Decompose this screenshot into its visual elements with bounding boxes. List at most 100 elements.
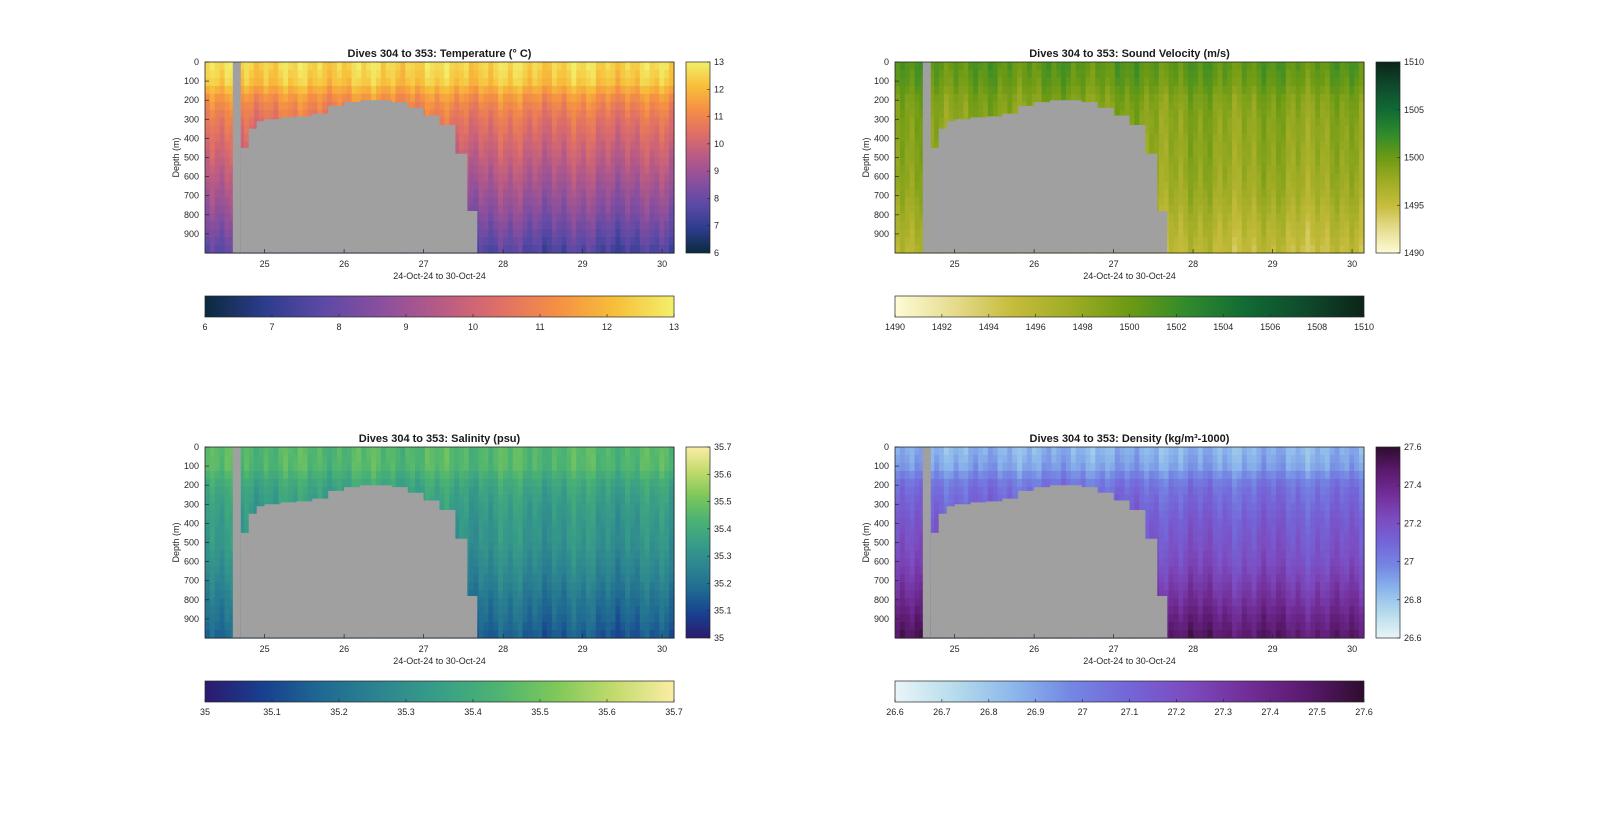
heat-cell <box>586 205 591 214</box>
heat-cell <box>1296 197 1301 206</box>
heat-cell <box>1315 70 1320 79</box>
heat-cell <box>254 110 259 119</box>
heat-cell <box>1344 213 1349 222</box>
colorbar-tick-label: 7 <box>714 221 719 231</box>
heat-cell <box>1340 142 1345 151</box>
heat-cell <box>210 86 215 95</box>
heat-cell <box>1266 62 1271 71</box>
heat-cell <box>552 150 557 159</box>
heat-cell <box>1178 150 1183 159</box>
heat-cell <box>220 245 225 254</box>
heat-cell <box>978 94 983 103</box>
heat-cell <box>1310 126 1315 135</box>
heat-cell <box>513 205 518 214</box>
heat-cell <box>586 142 591 151</box>
heat-cell <box>1042 94 1047 103</box>
heat-cell <box>1349 181 1354 190</box>
heat-cell <box>1276 221 1281 230</box>
heat-cell <box>308 78 313 87</box>
x-tick-label: 25 <box>950 259 960 269</box>
heat-cell <box>205 590 210 599</box>
heat-cell <box>542 245 547 254</box>
heat-cell <box>1178 102 1183 111</box>
heat-cell <box>259 94 264 103</box>
heat-cell <box>581 237 586 246</box>
heat-cell <box>513 118 518 127</box>
heat-cell <box>993 86 998 95</box>
heat-cell <box>1296 126 1301 135</box>
heat-cell <box>968 94 973 103</box>
heat-cell <box>1340 189 1345 198</box>
heat-cell <box>1247 173 1252 182</box>
heat-cell <box>249 463 254 472</box>
heat-cell <box>900 94 905 103</box>
heat-cell <box>615 173 620 182</box>
heat-cell <box>1315 229 1320 238</box>
heat-cell <box>205 158 210 167</box>
heat-cell <box>1169 165 1174 174</box>
heat-cell <box>1335 245 1340 254</box>
colorbar-tick-label: 12 <box>714 84 724 94</box>
heat-cell <box>1203 102 1208 111</box>
heat-cell <box>576 118 581 127</box>
heat-cell <box>518 86 523 95</box>
heat-cell <box>444 110 449 119</box>
heat-cell <box>542 158 547 167</box>
heat-cell <box>488 126 493 135</box>
heat-cell <box>591 142 596 151</box>
heat-cell <box>635 126 640 135</box>
heat-cell <box>650 86 655 95</box>
heat-cell <box>220 213 225 222</box>
heat-cell <box>610 142 615 151</box>
heat-cell <box>205 606 210 615</box>
heat-cell <box>210 543 215 552</box>
heat-cell <box>664 189 669 198</box>
heat-cell <box>905 245 910 254</box>
heat-cell <box>630 197 635 206</box>
heat-cell <box>576 86 581 95</box>
heat-cell <box>610 102 615 111</box>
heat-cell <box>547 78 552 87</box>
heat-cell <box>552 173 557 182</box>
heat-cell <box>479 165 484 174</box>
heat-cell <box>586 213 591 222</box>
heat-cell <box>1198 134 1203 143</box>
heat-cell <box>518 94 523 103</box>
heat-cell <box>1325 165 1330 174</box>
heat-cell <box>1213 126 1218 135</box>
heat-cell <box>479 213 484 222</box>
heat-cell <box>576 245 581 254</box>
heat-cell <box>537 86 542 95</box>
heat-cell <box>1276 86 1281 95</box>
heat-cell <box>1159 134 1164 143</box>
heat-cell <box>645 229 650 238</box>
heat-cell <box>581 134 586 143</box>
heat-cell <box>1276 62 1281 71</box>
heat-cell <box>1242 94 1247 103</box>
heat-cell <box>567 189 572 198</box>
heat-cell <box>547 110 552 119</box>
heat-cell <box>586 229 591 238</box>
heat-cell <box>225 495 230 504</box>
heat-cell <box>527 197 532 206</box>
heat-cell <box>664 221 669 230</box>
heat-cell <box>664 142 669 151</box>
heat-cell <box>1257 245 1262 254</box>
heat-cell <box>1286 158 1291 167</box>
heat-cell <box>1320 181 1325 190</box>
heat-cell <box>1349 62 1354 71</box>
heat-cell <box>1325 94 1330 103</box>
heat-cell <box>1276 189 1281 198</box>
heat-cell <box>954 102 959 111</box>
heat-cell <box>1330 245 1335 254</box>
heat-cell <box>640 197 645 206</box>
heat-cell <box>1271 70 1276 79</box>
x-tick-label: 26 <box>339 259 349 269</box>
heat-cell <box>1017 70 1022 79</box>
heat-cell <box>571 158 576 167</box>
heat-cell <box>900 150 905 159</box>
heat-cell <box>1281 150 1286 159</box>
heat-cell <box>542 173 547 182</box>
heat-cell <box>1208 94 1213 103</box>
heat-cell <box>1198 213 1203 222</box>
